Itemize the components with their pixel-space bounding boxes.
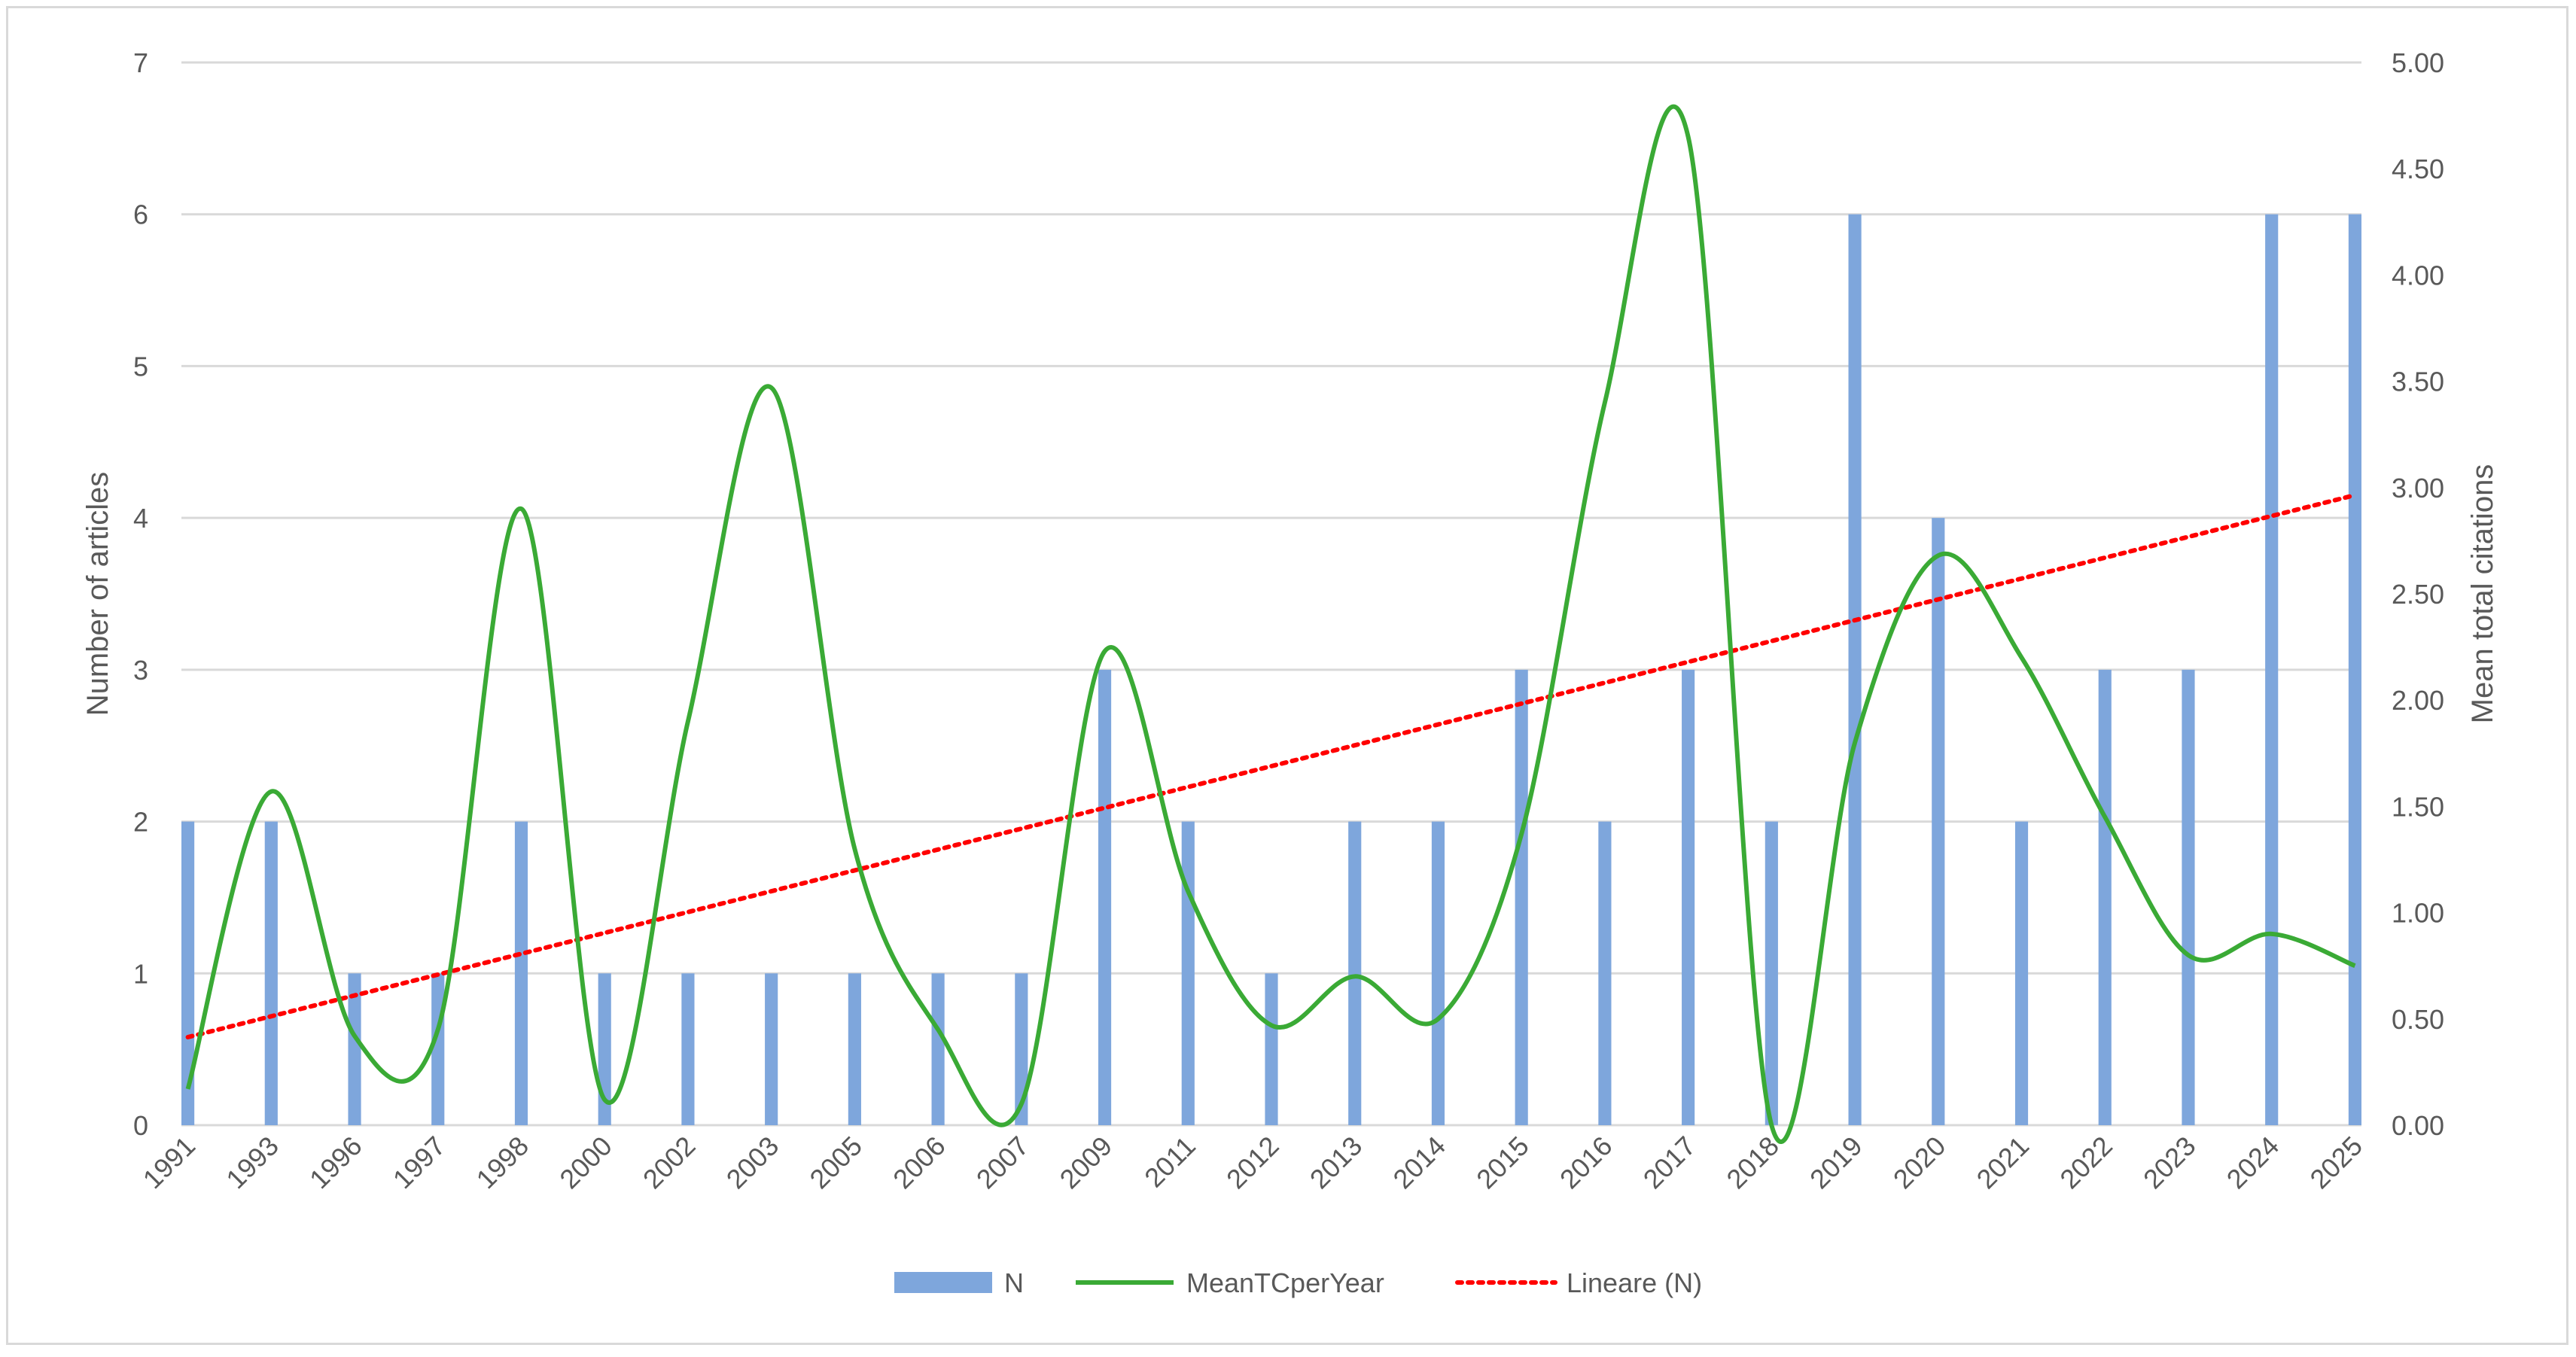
bar-2003 — [765, 973, 778, 1125]
bar-2002 — [681, 973, 695, 1125]
right-axis-tick-label: 0.00 — [2392, 1110, 2444, 1141]
x-axis-tick-label: 2024 — [2221, 1130, 2285, 1195]
bar-2023 — [2182, 669, 2195, 1125]
trendline-series — [185, 492, 2358, 1040]
bar-2007 — [1015, 973, 1028, 1125]
x-axis-tick-label: 2003 — [720, 1130, 785, 1195]
right-axis-tick-label: 1.50 — [2392, 791, 2444, 822]
x-axis: 1991 1993 1996 1997 1998 2000 2002 2003 2005 2006… — [137, 1130, 2368, 1195]
x-axis-tick-label: 1997 — [387, 1130, 452, 1195]
x-axis-tick-label: 2014 — [1387, 1130, 1451, 1195]
left-axis-tick-label: 3 — [133, 655, 148, 686]
x-axis-tick-label: 2023 — [2137, 1130, 2202, 1195]
left-axis-tick-label: 2 — [133, 807, 148, 838]
bar-2009 — [1098, 669, 1112, 1125]
right-axis-title: Mean total citations — [2466, 464, 2499, 724]
x-axis-tick-label: 2015 — [1470, 1130, 1535, 1195]
x-axis-tick-label: 2000 — [553, 1130, 618, 1195]
x-axis-tick-label: 1993 — [220, 1130, 285, 1195]
bar-2014 — [1431, 821, 1445, 1125]
x-axis-tick-label: 2002 — [637, 1130, 702, 1195]
legend-label-meantcperyear: MeanTCperYear — [1186, 1267, 1384, 1298]
bar-1996 — [348, 973, 361, 1125]
bar-2024 — [2265, 214, 2279, 1125]
bar-2006 — [931, 973, 945, 1125]
x-axis-tick-label: 2005 — [803, 1130, 868, 1195]
x-axis-tick-label: 2025 — [2303, 1130, 2368, 1195]
left-axis-tick-label: 5 — [133, 351, 148, 382]
right-axis-tick-label: 2.50 — [2392, 579, 2444, 610]
combo-chart: 0 1 2 3 4 5 6 7 0.00 0.50 1.00 1.50 2.00 2.50 3.00 3.5… — [81, 47, 2499, 1298]
right-axis-tick-label: 3.00 — [2392, 473, 2444, 504]
x-axis-tick-label: 2011 — [1138, 1130, 1201, 1194]
left-y-axis: 0 1 2 3 4 5 6 7 — [133, 47, 148, 1141]
right-axis-tick-label: 5.00 — [2392, 47, 2444, 78]
bar-2022 — [2098, 669, 2112, 1125]
bar-2019 — [1848, 214, 1862, 1125]
bar-2021 — [2014, 821, 2029, 1125]
x-axis-tick-label: 1996 — [303, 1130, 368, 1195]
left-axis-title: Number of articles — [81, 472, 114, 717]
x-axis-tick-label: 2021 — [1971, 1130, 2036, 1195]
bar-2016 — [1598, 821, 1612, 1125]
right-axis-tick-label: 1.00 — [2392, 898, 2444, 929]
bar-2015 — [1515, 669, 1528, 1125]
x-axis-tick-label: 2012 — [1220, 1130, 1285, 1195]
line-series-meantcperyear — [185, 104, 2356, 1144]
right-y-axis: 0.00 0.50 1.00 1.50 2.00 2.50 3.00 3.50 4.00 4.50… — [2392, 47, 2444, 1141]
left-axis-tick-label: 1 — [133, 958, 148, 989]
bar-2020 — [1932, 518, 1945, 1125]
bar-2025 — [2348, 214, 2361, 1125]
bar-1993 — [264, 821, 278, 1125]
legend-swatch-n — [894, 1272, 992, 1293]
x-axis-tick-label: 1998 — [470, 1130, 535, 1195]
right-axis-tick-label: 2.00 — [2392, 685, 2444, 716]
legend: N MeanTCperYear Lineare (N) — [894, 1267, 1702, 1298]
right-axis-tick-label: 4.00 — [2392, 260, 2444, 291]
left-axis-tick-label: 7 — [133, 47, 148, 78]
x-axis-tick-label: 2016 — [1554, 1130, 1618, 1195]
right-axis-tick-label: 3.50 — [2392, 367, 2444, 397]
x-axis-tick-label: 2007 — [970, 1130, 1035, 1195]
bar-2017 — [1682, 669, 1695, 1125]
gridlines — [181, 61, 2361, 1127]
legend-label-n: N — [1004, 1267, 1024, 1298]
legend-label-trendline: Lineare (N) — [1567, 1267, 1702, 1298]
x-axis-tick-label: 2017 — [1637, 1130, 1702, 1195]
right-axis-tick-label: 0.50 — [2392, 1004, 2444, 1035]
x-axis-tick-label: 2020 — [1887, 1130, 1952, 1195]
bar-1998 — [514, 821, 528, 1125]
bar-2012 — [1265, 973, 1278, 1125]
left-axis-tick-label: 4 — [133, 503, 148, 534]
chart-area: 0 1 2 3 4 5 6 7 0.00 0.50 1.00 1.50 2.00 2.50 3.00 3.5… — [6, 6, 2568, 1345]
left-axis-tick-label: 0 — [133, 1110, 148, 1141]
x-axis-tick-label: 2013 — [1304, 1130, 1369, 1195]
bar-2013 — [1348, 821, 1362, 1125]
bar-2011 — [1181, 821, 1195, 1125]
x-axis-tick-label: 2009 — [1054, 1130, 1119, 1195]
x-axis-tick-label: 2022 — [2054, 1130, 2118, 1195]
x-axis-tick-label: 2006 — [887, 1130, 952, 1195]
bar-2018 — [1765, 821, 1778, 1125]
bar-2005 — [848, 973, 861, 1125]
bar-1997 — [431, 973, 445, 1125]
bar-1991 — [181, 821, 195, 1125]
left-axis-tick-label: 6 — [133, 199, 148, 230]
x-axis-tick-label: 2019 — [1804, 1130, 1868, 1195]
trendline-path — [185, 492, 2358, 1040]
right-axis-tick-label: 4.50 — [2392, 154, 2444, 184]
